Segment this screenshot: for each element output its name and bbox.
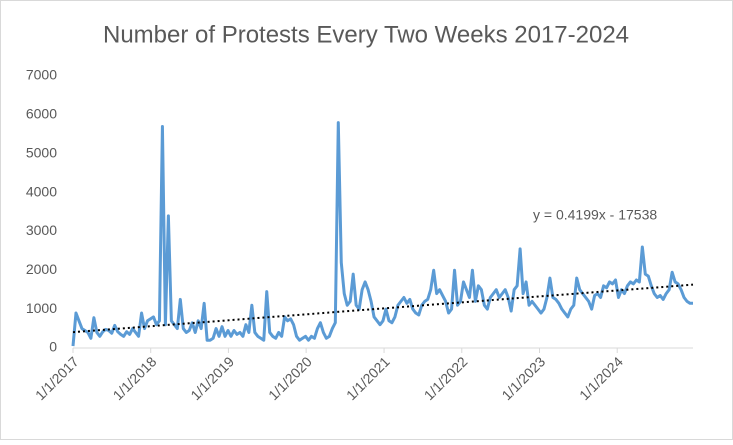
y-tick-label: 1000 xyxy=(26,300,57,316)
y-tick-label: 7000 xyxy=(26,67,57,83)
y-tick-label: 0 xyxy=(49,339,57,355)
y-tick-label: 3000 xyxy=(26,222,57,238)
y-tick-label: 2000 xyxy=(26,261,57,277)
y-tick-label: 6000 xyxy=(26,106,57,122)
chart-title: Number of Protests Every Two Weeks 2017-… xyxy=(103,21,629,48)
y-tick-label: 4000 xyxy=(26,183,57,199)
trendline-label: y = 0.4199x - 17538 xyxy=(533,207,657,223)
y-tick-label: 5000 xyxy=(26,144,57,160)
data-line xyxy=(71,121,693,347)
trendline xyxy=(72,283,694,334)
